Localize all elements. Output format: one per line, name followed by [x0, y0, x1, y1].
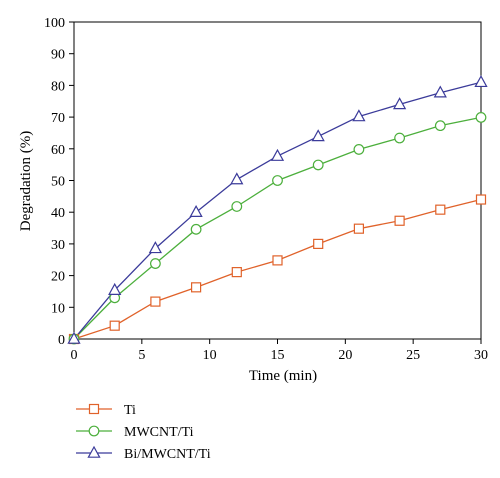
data-point-mwcnt-ti — [434, 120, 446, 132]
data-point-mwcnt-ti — [190, 223, 202, 235]
y-tick-label: 80 — [51, 79, 65, 94]
x-tick-label: 0 — [71, 348, 78, 363]
y-tick-label: 20 — [51, 270, 65, 285]
legend-label-mwcnt-ti: MWCNT/Ti — [124, 425, 194, 440]
x-tick-label: 5 — [138, 348, 145, 363]
x-tick-label: 20 — [338, 348, 352, 363]
x-axis: 0 5 10 15 20 25 30 — [71, 339, 488, 363]
data-point-bi-mwcnt-ti — [474, 74, 488, 88]
data-point-ti — [272, 255, 283, 266]
y-tick-label: 50 — [51, 175, 65, 190]
legend-label-ti: Ti — [124, 403, 136, 418]
data-point-mwcnt-ti — [272, 175, 283, 186]
x-axis-title: Time (min) — [249, 368, 317, 384]
data-point-ti — [394, 215, 405, 226]
x-tick-label: 25 — [406, 348, 420, 363]
y-tick-label: 0 — [58, 333, 65, 348]
y-tick-label: 70 — [51, 111, 65, 126]
data-point-mwcnt-ti — [353, 144, 365, 155]
data-point-ti — [191, 282, 202, 293]
data-point-bi-mwcnt-ti — [392, 97, 407, 110]
y-tick-label: 90 — [51, 48, 65, 63]
y-axis: 0 10 20 30 40 50 60 70 80 90 100 — [44, 16, 74, 348]
y-tick-label: 100 — [44, 16, 65, 31]
data-point-mwcnt-ti — [149, 258, 161, 269]
legend-marker-ti — [88, 403, 100, 415]
data-point-mwcnt-ti — [231, 201, 243, 212]
data-point-ti — [150, 296, 161, 307]
x-tick-label: 10 — [203, 348, 217, 363]
plot-area: 0 5 10 15 20 25 30 0 10 20 30 40 50 60 70 80 90 100 — [44, 16, 488, 363]
data-point-ti — [435, 204, 446, 215]
data-point-ti — [475, 194, 487, 205]
x-tick-label: 30 — [474, 348, 488, 363]
y-tick-label: 30 — [51, 238, 65, 253]
y-axis-title: Degradation (%) — [18, 131, 34, 231]
data-point-ti — [353, 223, 364, 234]
data-point-ti — [313, 238, 324, 249]
legend: Ti MWCNT/Ti Bi/MWCNT/Ti — [76, 403, 211, 462]
data-point-bi-mwcnt-ti — [108, 282, 122, 295]
legend-marker-mwcnt-ti — [88, 425, 100, 437]
data-point-ti — [109, 320, 120, 331]
data-point-bi-mwcnt-ti — [352, 109, 366, 122]
y-tick-label: 40 — [51, 206, 65, 221]
series-lines — [73, 81, 482, 340]
legend-label-bi-mwcnt-ti: Bi/MWCNT/Ti — [124, 447, 211, 462]
data-point-mwcnt-ti — [475, 112, 487, 123]
data-point-mwcnt-ti — [312, 159, 324, 171]
series-markers — [67, 74, 488, 345]
legend-marker-bi-mwcnt-ti — [87, 445, 101, 458]
data-point-bi-mwcnt-ti — [270, 148, 285, 161]
y-tick-label: 60 — [51, 143, 65, 158]
data-point-bi-mwcnt-ti — [230, 172, 244, 185]
data-point-bi-mwcnt-ti — [189, 204, 203, 217]
x-tick-label: 15 — [271, 348, 285, 363]
data-point-mwcnt-ti — [394, 132, 406, 144]
data-point-ti — [231, 267, 242, 278]
data-point-bi-mwcnt-ti — [67, 331, 81, 344]
data-point-bi-mwcnt-ti — [148, 241, 163, 254]
y-tick-label: 10 — [51, 301, 65, 316]
series-line-bi-mwcnt-ti — [73, 81, 482, 340]
data-point-bi-mwcnt-ti — [433, 85, 447, 98]
data-point-bi-mwcnt-ti — [311, 129, 325, 142]
